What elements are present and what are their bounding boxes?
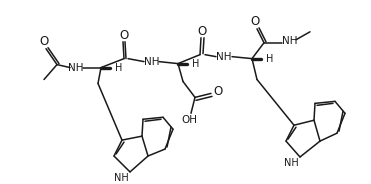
Text: NH: NH — [114, 173, 128, 183]
Text: H: H — [192, 59, 199, 69]
Text: NH: NH — [283, 158, 298, 168]
Text: NH: NH — [68, 63, 84, 72]
Text: H: H — [115, 63, 122, 72]
Text: NH: NH — [282, 36, 298, 46]
Text: O: O — [250, 15, 260, 28]
Text: NH: NH — [144, 57, 160, 67]
Text: OH: OH — [181, 115, 197, 125]
Text: NH: NH — [216, 52, 232, 62]
Text: O: O — [213, 85, 223, 98]
Text: O: O — [119, 29, 129, 42]
Text: O: O — [39, 35, 49, 48]
Text: O: O — [197, 25, 207, 38]
Text: H: H — [266, 54, 273, 64]
